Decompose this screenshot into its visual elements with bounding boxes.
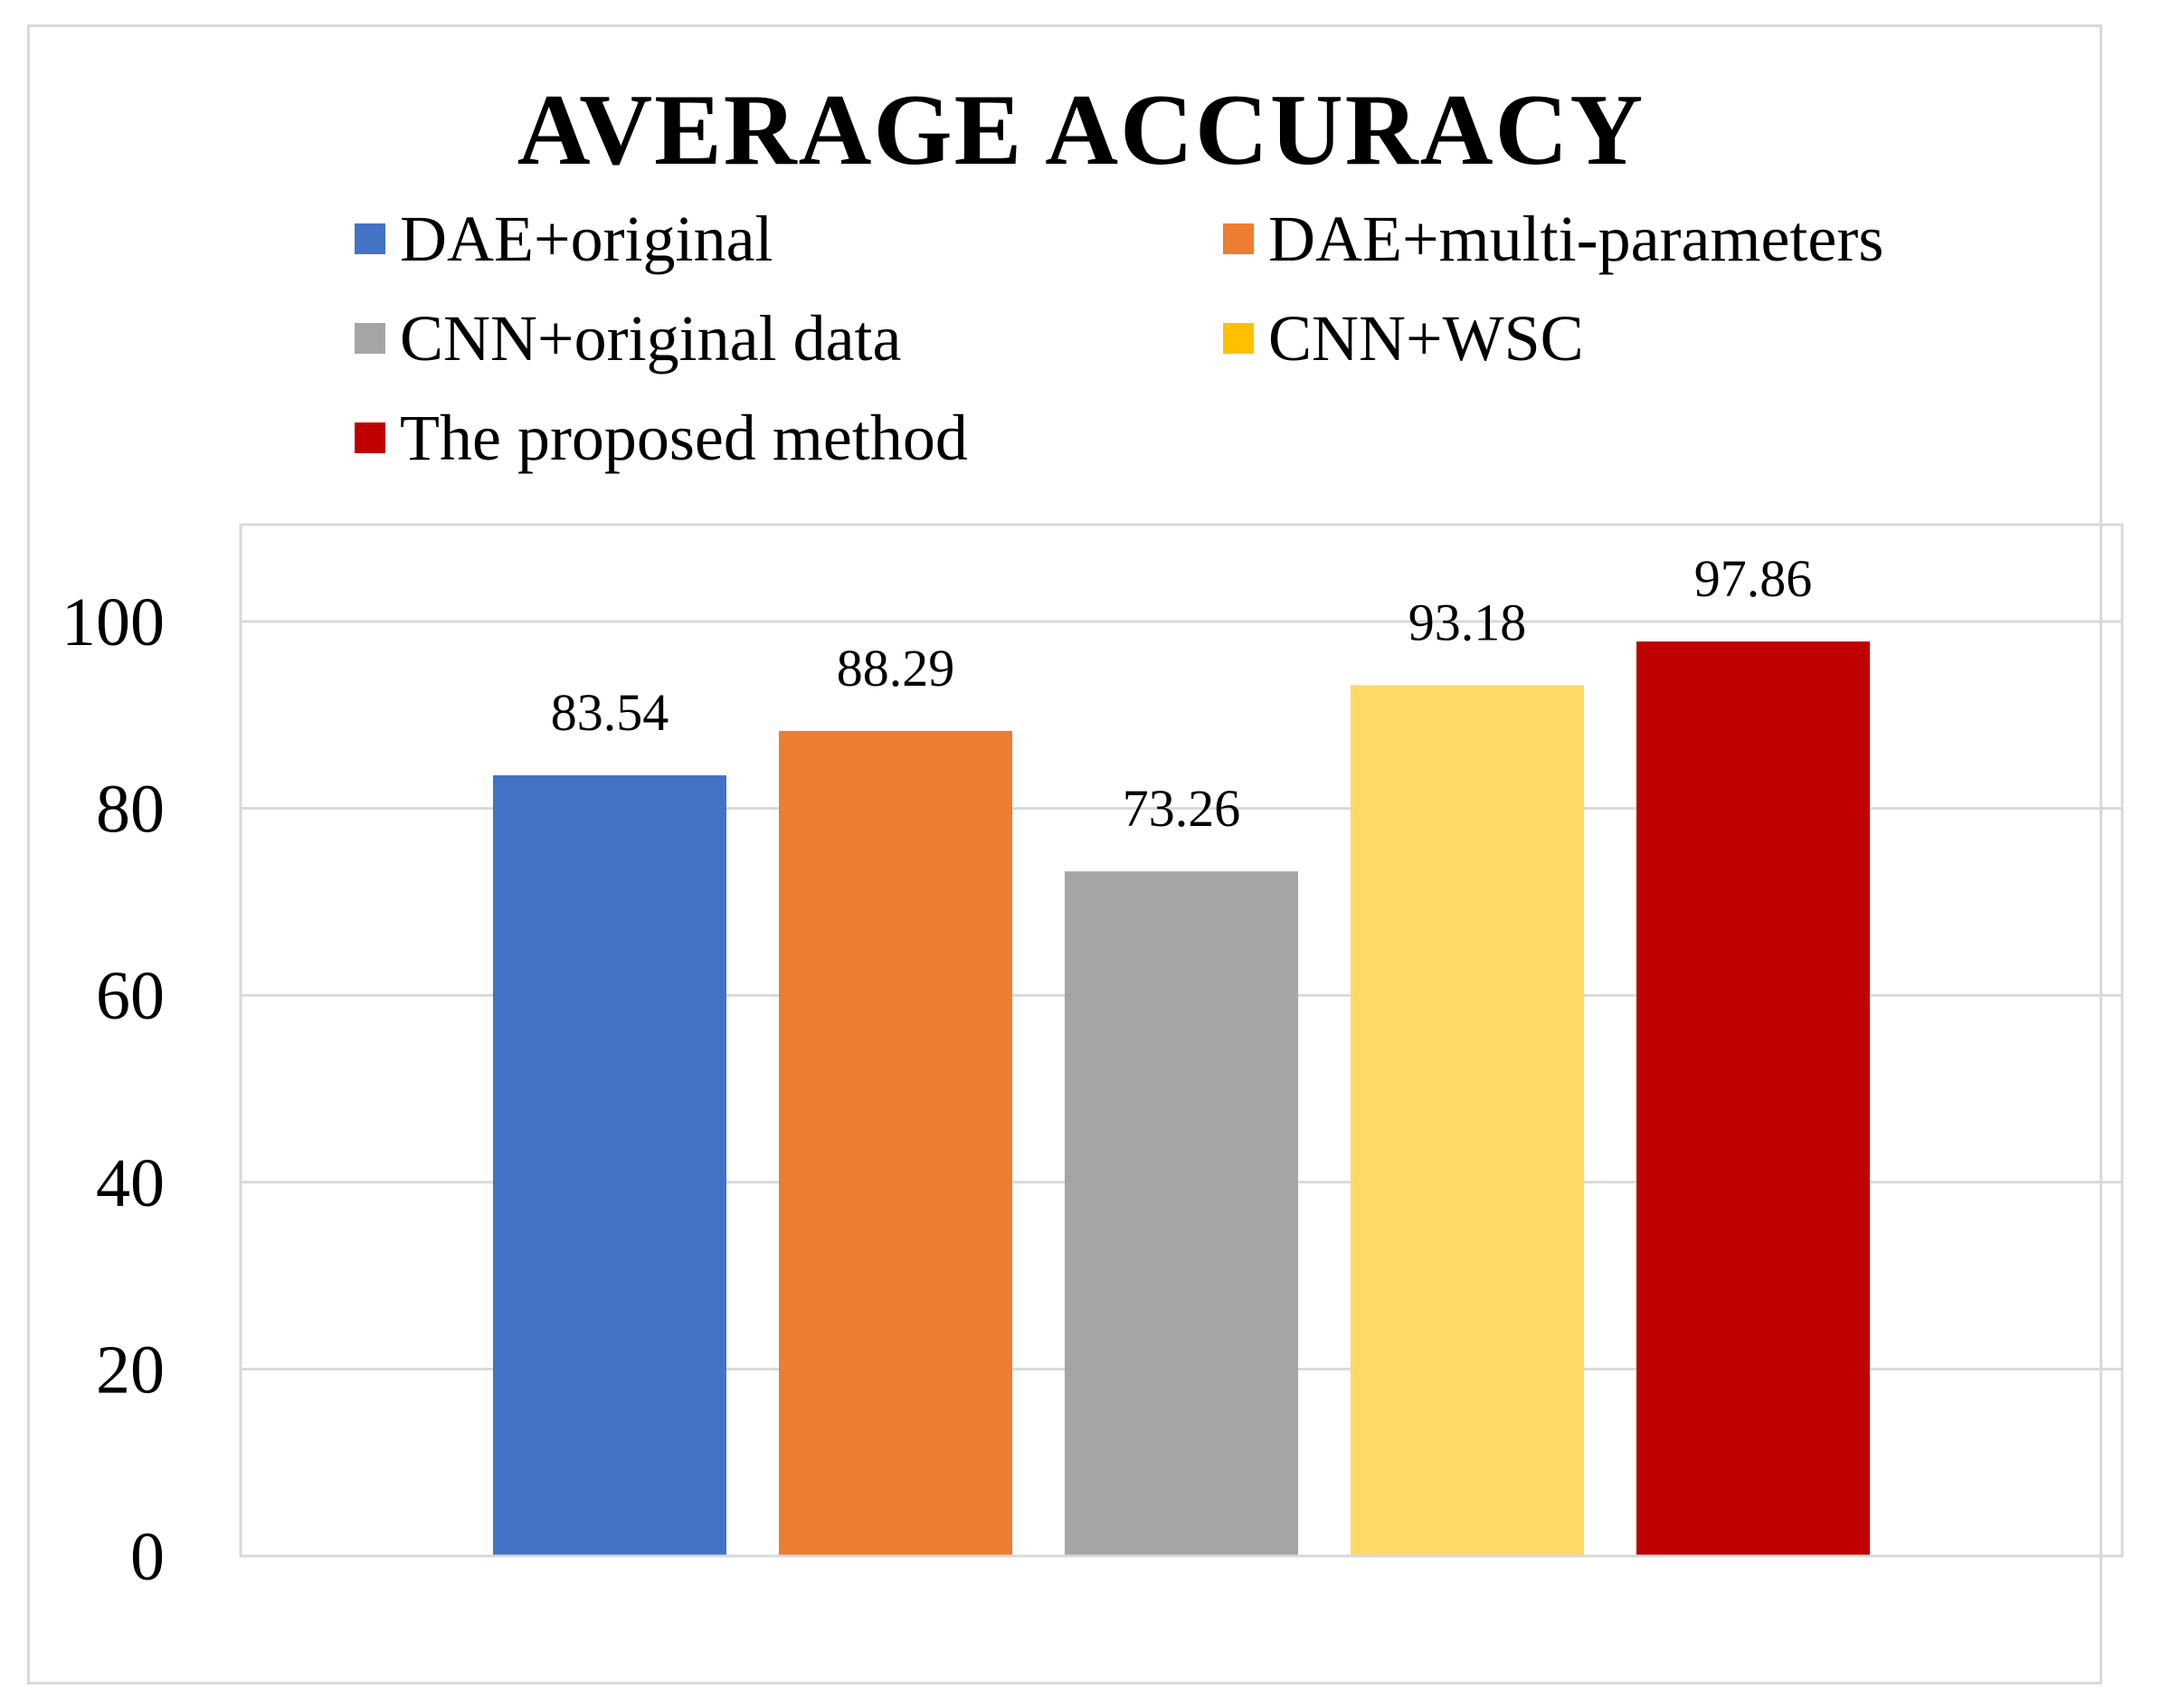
legend-item-cnn-original-data: CNN+original data bbox=[355, 302, 901, 375]
legend-swatch-cnn-wsc bbox=[1223, 323, 1254, 354]
y-tick-label: 80 bbox=[96, 772, 165, 848]
legend-label: DAE+multi-parameters bbox=[1268, 203, 1884, 275]
legend-swatch-cnn-original-data bbox=[355, 323, 385, 354]
bar-2 bbox=[779, 730, 1012, 1556]
legend-label: CNN+original data bbox=[400, 302, 902, 375]
legend-swatch-dae-original bbox=[355, 223, 385, 254]
legend-item-dae-original: DAE+original bbox=[355, 203, 773, 275]
legend-label: DAE+original bbox=[400, 203, 773, 275]
chart-title: AVERAGE ACCURACY bbox=[517, 74, 1645, 186]
bar-value-label: 73.26 bbox=[1123, 779, 1241, 838]
y-axis-tick-labels: 0 20 40 60 80 100 bbox=[62, 584, 165, 1595]
bar-value-label: 93.18 bbox=[1408, 593, 1527, 651]
chart-frame bbox=[27, 24, 2102, 1684]
bar-5 bbox=[1636, 641, 1870, 1556]
data-labels: 83.54 88.29 73.26 93.18 97.86 bbox=[551, 549, 1813, 838]
bar-4 bbox=[1351, 685, 1584, 1556]
legend-item-proposed-method: The proposed method bbox=[355, 402, 968, 474]
bars bbox=[493, 641, 1870, 1556]
bar-3 bbox=[1065, 871, 1298, 1556]
bar-value-label: 97.86 bbox=[1694, 549, 1813, 608]
y-tick-label: 20 bbox=[96, 1332, 165, 1408]
legend-item-dae-multi-parameters: DAE+multi-parameters bbox=[1223, 203, 1883, 275]
y-tick-label: 0 bbox=[130, 1519, 165, 1595]
legend-label: The proposed method bbox=[400, 402, 968, 474]
legend-swatch-dae-multi-parameters bbox=[1223, 223, 1254, 254]
legend-item-cnn-wsc: CNN+WSC bbox=[1223, 302, 1584, 375]
legend-label: CNN+WSC bbox=[1268, 302, 1584, 375]
legend-swatch-proposed-method bbox=[355, 422, 385, 453]
y-tick-label: 40 bbox=[96, 1145, 165, 1221]
y-tick-label: 60 bbox=[96, 958, 165, 1034]
bar-1 bbox=[493, 775, 726, 1556]
y-tick-label: 100 bbox=[62, 584, 165, 660]
bar-value-label: 88.29 bbox=[837, 639, 955, 697]
bar-value-label: 83.54 bbox=[551, 683, 669, 742]
